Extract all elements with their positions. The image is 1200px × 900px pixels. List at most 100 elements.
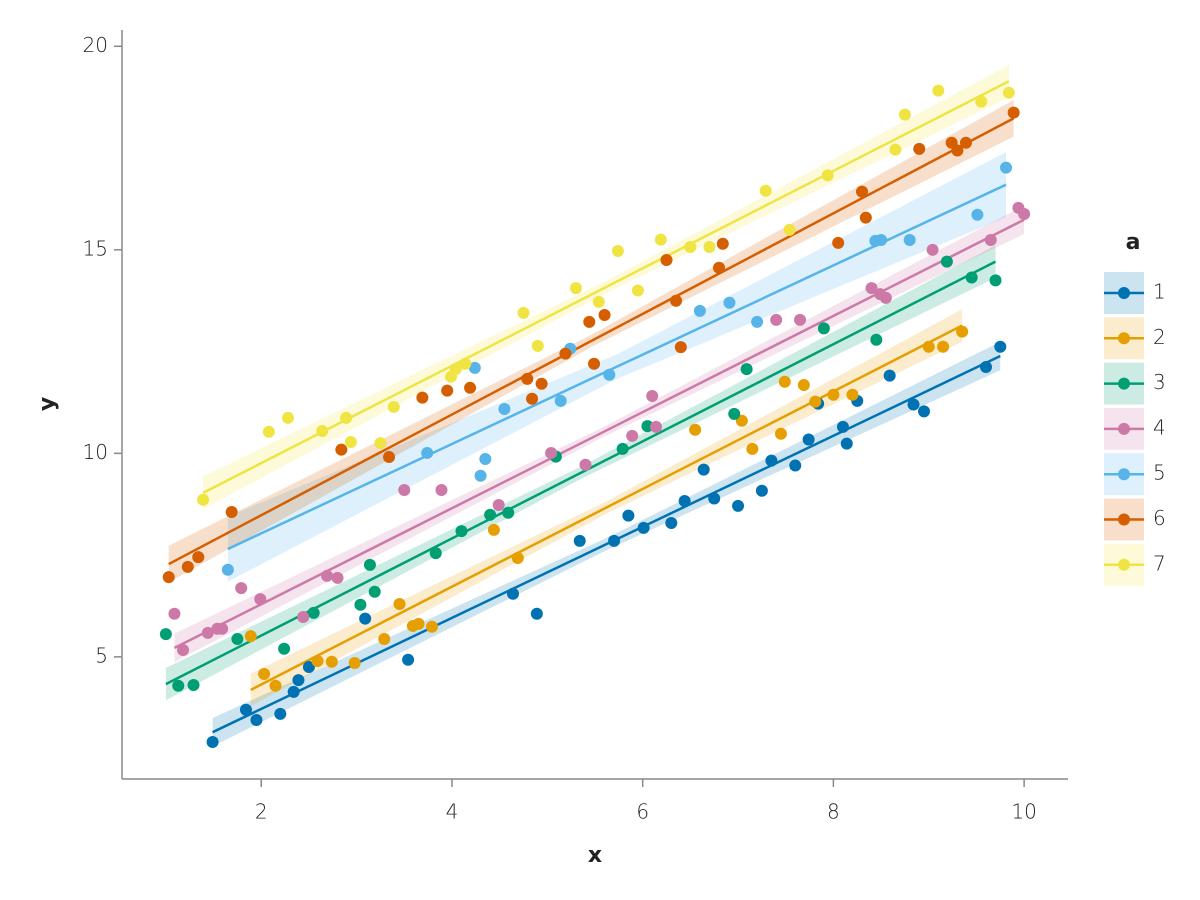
point <box>429 547 442 560</box>
x-tick-label: 8 <box>827 800 840 824</box>
point <box>258 667 271 680</box>
legend-label: 6 <box>1153 506 1166 530</box>
point <box>989 274 1002 287</box>
fit-line <box>168 117 1015 566</box>
point <box>569 282 582 295</box>
point <box>832 236 845 249</box>
point <box>728 407 741 420</box>
point <box>616 442 629 455</box>
legend-label: 3 <box>1153 370 1166 394</box>
point <box>603 368 616 381</box>
point <box>865 282 878 295</box>
point <box>311 654 324 667</box>
point <box>809 395 822 408</box>
point <box>262 425 275 438</box>
point <box>302 661 315 674</box>
point <box>903 234 916 247</box>
point <box>292 674 305 687</box>
point <box>278 642 291 655</box>
point <box>598 308 611 321</box>
point <box>316 424 329 437</box>
point <box>631 284 644 297</box>
plot-area <box>159 65 1031 748</box>
point <box>530 607 543 620</box>
point <box>770 313 783 326</box>
point <box>187 678 200 691</box>
point <box>856 185 869 198</box>
legend-swatch-dot <box>1118 377 1130 390</box>
point <box>269 679 282 692</box>
point <box>646 389 659 402</box>
legend-label: 5 <box>1153 461 1166 485</box>
point <box>637 521 650 534</box>
point <box>937 340 950 353</box>
point <box>665 516 678 529</box>
legend-swatch-dot <box>1118 332 1130 345</box>
point <box>778 375 791 388</box>
point <box>468 361 481 374</box>
point <box>608 534 621 547</box>
point <box>383 451 396 464</box>
point <box>626 429 639 442</box>
legend-swatch-dot <box>1118 422 1130 435</box>
point <box>693 304 706 317</box>
point <box>487 523 500 536</box>
point <box>940 255 953 268</box>
point <box>192 551 205 564</box>
point <box>740 363 753 376</box>
point <box>449 363 462 376</box>
point <box>975 95 988 108</box>
y-axis-label: y <box>35 397 60 411</box>
point <box>759 184 772 197</box>
point <box>1002 86 1015 99</box>
point <box>821 169 834 182</box>
x-tick-label: 6 <box>636 800 649 824</box>
point <box>922 340 935 353</box>
point <box>660 253 673 266</box>
legend-label: 4 <box>1153 415 1166 439</box>
point <box>425 620 438 633</box>
point <box>592 295 605 308</box>
point <box>402 653 415 666</box>
fit-line <box>250 324 963 691</box>
fit-line <box>212 354 1001 734</box>
point <box>412 617 425 630</box>
point <box>654 233 667 246</box>
point <box>1018 207 1031 220</box>
point <box>393 597 406 610</box>
point <box>484 508 497 521</box>
point <box>335 443 348 456</box>
point <box>521 372 534 385</box>
point <box>703 240 716 253</box>
point <box>250 713 263 726</box>
y-tick-label: 15 <box>83 236 108 260</box>
point <box>588 357 601 370</box>
point <box>348 656 361 669</box>
legend-swatch-dot <box>1118 287 1130 299</box>
point <box>898 108 911 121</box>
point <box>359 612 372 625</box>
point <box>746 442 759 455</box>
point <box>321 569 334 582</box>
point <box>1007 106 1020 119</box>
point <box>579 458 592 471</box>
y-tick-label: 10 <box>83 440 108 464</box>
point <box>802 433 815 446</box>
legend-title: a <box>1126 230 1141 255</box>
point <box>689 423 702 436</box>
legend-swatch-dot <box>1118 513 1130 526</box>
point <box>511 551 524 564</box>
point <box>794 313 807 326</box>
point <box>162 571 175 584</box>
point <box>274 707 287 720</box>
point <box>907 398 920 411</box>
fit-line <box>202 80 1010 494</box>
point <box>502 506 515 519</box>
x-axis-label: x <box>588 843 602 868</box>
point <box>879 291 892 304</box>
point <box>789 459 802 472</box>
point <box>307 606 320 619</box>
point <box>239 703 252 716</box>
point <box>474 469 487 482</box>
point <box>827 388 840 401</box>
